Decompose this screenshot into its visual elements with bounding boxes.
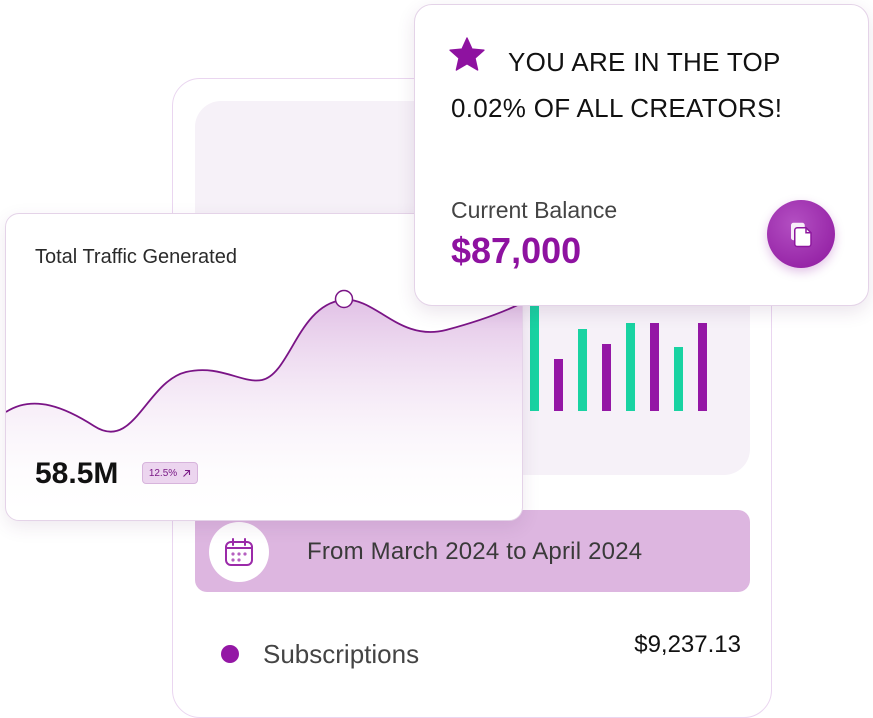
date-range-text: From March 2024 to April 2024 (307, 538, 643, 565)
chart-bar (530, 301, 539, 411)
copy-document-icon (791, 222, 812, 248)
headline-line-1: YOU ARE IN THE TOP (508, 47, 781, 77)
creator-rank-card: YOU ARE IN THE TOP 0.02% OF ALL CREATORS… (414, 4, 869, 306)
legend-dot (221, 645, 239, 663)
creator-headline: YOU ARE IN THE TOP 0.02% OF ALL CREATORS… (451, 39, 851, 131)
chart-bar (578, 329, 587, 411)
traffic-point-marker (334, 289, 354, 309)
traffic-change-badge: 12.5% (142, 462, 198, 484)
subscriptions-row: Subscriptions $9,237.13 (221, 631, 741, 675)
star-icon (449, 37, 485, 71)
traffic-line-chart (6, 289, 522, 520)
headline-line-2: 0.02% OF ALL CREATORS! (451, 93, 783, 123)
traffic-card: Total Traffic Generated 58.5M 12.5% (5, 213, 523, 521)
earnings-bar-chart (530, 301, 707, 411)
subscriptions-value: $9,237.13 (634, 631, 741, 658)
traffic-line (6, 299, 522, 433)
calendar-icon[interactable] (209, 522, 269, 582)
balance-value: $87,000 (451, 230, 582, 271)
chart-bar (650, 323, 659, 411)
traffic-change-value: 12.5% (148, 467, 178, 479)
chart-bar (698, 323, 707, 411)
chart-bar (602, 344, 611, 411)
date-range-selector[interactable]: From March 2024 to April 2024 (195, 510, 750, 592)
subscriptions-label: Subscriptions (263, 639, 420, 669)
traffic-title: Total Traffic Generated (35, 246, 237, 268)
chart-bar (554, 359, 563, 411)
arrow-up-right-icon (183, 469, 191, 477)
traffic-value: 58.5M (35, 457, 119, 490)
copy-button[interactable] (767, 200, 835, 268)
chart-bar (626, 323, 635, 411)
traffic-area (6, 299, 522, 520)
chart-bar (674, 347, 683, 411)
balance-label: Current Balance (451, 197, 618, 223)
